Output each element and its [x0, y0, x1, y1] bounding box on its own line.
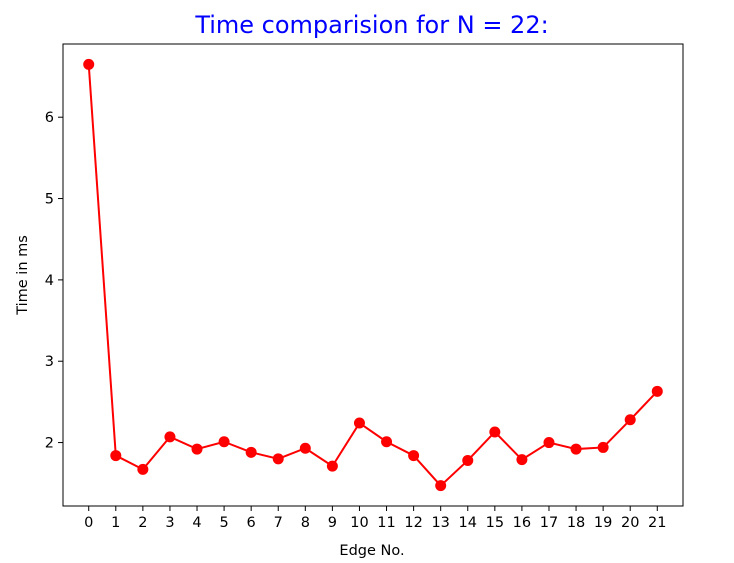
y-tick-label: 3	[45, 354, 54, 370]
x-tick-label: 6	[247, 515, 256, 531]
x-tick-label: 1	[111, 515, 120, 531]
y-tick-label: 4	[45, 273, 54, 289]
series-layer	[83, 58, 663, 492]
x-axis: 0 1 2 3 4 5 6 7 8 9 10 11 12 13 14 15 16 17 18 19 20 21	[84, 506, 667, 531]
x-tick-label: 10	[350, 515, 368, 531]
chart-title: Time comparision for N = 22:	[194, 11, 548, 39]
x-tick-label: 4	[192, 515, 201, 531]
data-point	[299, 442, 311, 454]
x-tick-label: 17	[540, 515, 558, 531]
data-point	[570, 443, 582, 455]
x-tick-label: 11	[377, 515, 395, 531]
data-point	[191, 443, 203, 455]
x-tick-label: 13	[431, 515, 449, 531]
data-point	[272, 453, 284, 465]
y-tick-label: 2	[45, 436, 54, 452]
data-point	[110, 450, 122, 462]
x-tick-label: 7	[274, 515, 283, 531]
y-tick-label: 5	[45, 192, 54, 208]
y-axis-label: Time in ms	[15, 235, 31, 316]
x-tick-label: 14	[459, 515, 477, 531]
x-tick-label: 9	[328, 515, 337, 531]
data-point	[137, 463, 149, 475]
plot-area	[62, 43, 684, 507]
data-point	[651, 385, 663, 397]
x-tick-label: 15	[486, 515, 504, 531]
x-tick-label: 3	[165, 515, 174, 531]
data-point	[353, 417, 365, 429]
x-tick-label: 8	[301, 515, 310, 531]
y-tick-label: 6	[45, 110, 54, 126]
x-axis-label: Edge No.	[339, 543, 404, 559]
data-point	[462, 454, 474, 466]
series-line	[87, 64, 659, 488]
y-axis: 2 3 4 5 6	[45, 110, 63, 452]
data-point	[516, 454, 528, 466]
data-point	[489, 426, 501, 438]
data-point	[624, 414, 636, 426]
data-point	[245, 446, 257, 458]
x-tick-label: 20	[621, 515, 639, 531]
data-point	[326, 460, 338, 472]
data-point	[597, 441, 609, 453]
x-tick-label: 12	[404, 515, 422, 531]
data-point	[164, 431, 176, 443]
data-point	[83, 58, 95, 70]
x-tick-label: 0	[84, 515, 93, 531]
x-tick-label: 18	[567, 515, 585, 531]
data-point	[381, 436, 393, 448]
x-tick-label: 21	[648, 515, 666, 531]
data-point	[218, 436, 230, 448]
data-point	[408, 450, 420, 462]
data-point	[435, 480, 447, 492]
x-tick-label: 5	[219, 515, 228, 531]
data-point	[543, 437, 555, 449]
x-tick-label: 19	[594, 515, 612, 531]
x-tick-label: 2	[138, 515, 147, 531]
x-tick-label: 16	[513, 515, 531, 531]
